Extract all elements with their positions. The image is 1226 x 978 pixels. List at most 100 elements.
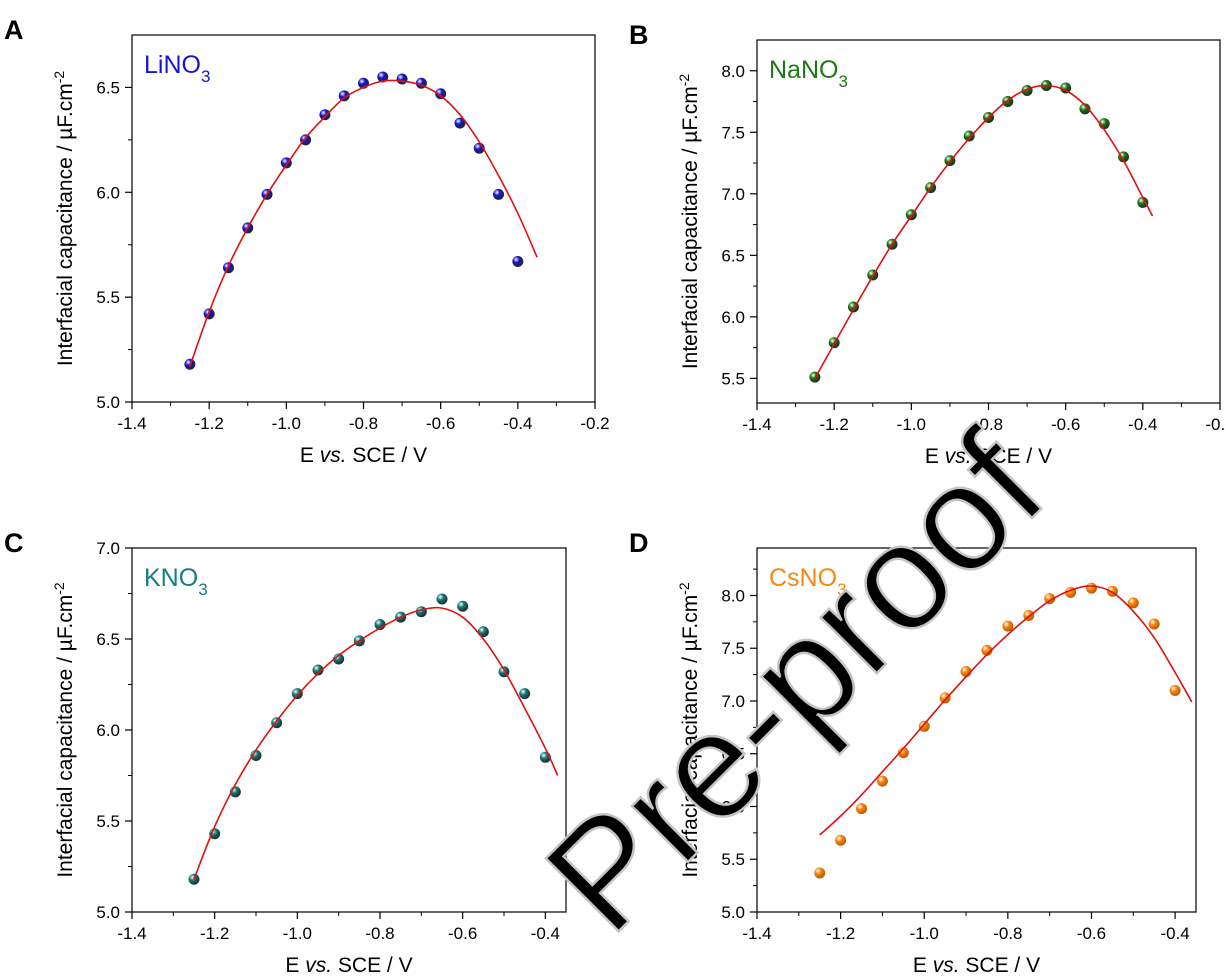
data-point bbox=[963, 130, 975, 142]
data-point bbox=[493, 188, 505, 200]
data-point bbox=[436, 593, 448, 605]
series-label-main: KNO bbox=[144, 564, 198, 592]
x-axis-title: E vs. SCE / V bbox=[300, 444, 427, 467]
data-point bbox=[250, 749, 262, 761]
data-point bbox=[312, 664, 324, 676]
x-axis-title-part: E bbox=[913, 954, 933, 977]
y-tick-label: 7.0 bbox=[96, 539, 120, 558]
y-axis-title: Interfacial capacitance / µF.cm-2 bbox=[676, 582, 702, 878]
data-point bbox=[519, 688, 531, 700]
data-point bbox=[333, 653, 345, 665]
x-axis-title-part: SCE / V bbox=[332, 954, 413, 977]
data-point bbox=[1044, 593, 1056, 605]
x-tick-label: -0.4 bbox=[503, 414, 532, 433]
series-label-sub: 3 bbox=[837, 580, 846, 599]
fit-curve bbox=[193, 606, 559, 880]
x-axis-title: E vs. SCE / V bbox=[913, 954, 1040, 977]
x-tick-label: -0.8 bbox=[974, 415, 1003, 434]
series-label: LiNO3 bbox=[144, 51, 210, 86]
panel-b-chart: -1.4 -1.2 -1.0 -0.8 -0.6 -0.4 -0.2 5.5 6.0 6.5 7.0… bbox=[629, 20, 1226, 468]
plot-frame bbox=[756, 547, 1197, 913]
x-tick-label: -0.2 bbox=[580, 414, 609, 433]
panel-letter: C bbox=[4, 528, 24, 558]
x-tick-label: -1.0 bbox=[272, 414, 301, 433]
data-point bbox=[377, 71, 389, 83]
panel-a-chart: -1.4 -1.2 -1.0 -0.8 -0.6 -0.4 -0.2 5.0 5.5 6.0 6.5… bbox=[4, 15, 610, 467]
x-axis-title-part: SCE / V bbox=[972, 445, 1053, 468]
data-point bbox=[1085, 582, 1097, 594]
y-axis-title-sup: -2 bbox=[51, 582, 67, 595]
x-tick-label: -1.2 bbox=[820, 415, 849, 434]
data-point bbox=[856, 803, 868, 815]
x-axis-title-italic: vs. bbox=[320, 444, 347, 467]
y-tick-label: 7.5 bbox=[721, 123, 745, 142]
x-axis-title-part: E bbox=[925, 445, 945, 468]
series-label-sub: 3 bbox=[838, 72, 847, 91]
y-tick-label: 7.5 bbox=[721, 639, 745, 658]
plot-frame bbox=[131, 34, 596, 403]
series-label-sub: 3 bbox=[201, 67, 210, 86]
x-tick-label: -0.4 bbox=[531, 924, 560, 943]
y-tick-label: 8.0 bbox=[721, 586, 745, 605]
x-tick-label: -0.4 bbox=[1128, 415, 1157, 434]
x-tick-label: -1.4 bbox=[117, 924, 146, 943]
x-tick-label: -1.4 bbox=[742, 924, 771, 943]
x-tick-label: -0.6 bbox=[426, 414, 455, 433]
x-axis-title: E vs. SCE / V bbox=[285, 954, 412, 977]
x-axis-title-part: SCE / V bbox=[960, 954, 1041, 977]
panel-c-chart: -1.4 -1.2 -1.0 -0.8 -0.6 -0.4 5.0 5.5 6.0 6.5 7.0 E… bbox=[4, 528, 567, 977]
x-tick-label: -0.4 bbox=[1160, 924, 1189, 943]
series-label-sub: 3 bbox=[198, 580, 207, 599]
y-axis-title-main: Interfacial capacitance / µF.cm bbox=[679, 595, 702, 878]
y-tick-label: 5.5 bbox=[96, 812, 120, 831]
data-point bbox=[876, 775, 888, 787]
data-point bbox=[1002, 620, 1014, 632]
y-tick-label: 6.0 bbox=[96, 721, 120, 740]
data-point bbox=[435, 88, 447, 100]
y-axis-title: Interfacial capacitance / µF.cm-2 bbox=[51, 582, 77, 878]
y-axis-title-main: Interfacial capacitance / µF.cm bbox=[679, 86, 702, 369]
y-tick-label: 6.5 bbox=[96, 78, 120, 97]
x-tick-label: -1.4 bbox=[742, 415, 771, 434]
y-tick-label: 5.5 bbox=[96, 288, 120, 307]
fit-curve bbox=[819, 585, 1193, 836]
x-tick-label: -0.6 bbox=[1077, 924, 1106, 943]
x-axis-title-part: E bbox=[300, 444, 320, 467]
y-tick-label: 6.5 bbox=[721, 246, 745, 265]
data-point bbox=[338, 90, 350, 102]
y-tick-label: 6.0 bbox=[96, 183, 120, 202]
fit-curve bbox=[814, 84, 1154, 379]
x-axis-title-part: SCE / V bbox=[347, 444, 428, 467]
data-point bbox=[457, 600, 469, 612]
data-point bbox=[918, 720, 930, 732]
data-point bbox=[835, 834, 847, 846]
data-point bbox=[188, 873, 200, 885]
y-tick-label: 5.5 bbox=[721, 850, 745, 869]
y-axis-title: Interfacial capacitance / µF.cm-2 bbox=[676, 74, 702, 370]
x-tick-label: -1.0 bbox=[897, 415, 926, 434]
x-tick-label: -0.8 bbox=[365, 924, 394, 943]
data-point bbox=[1079, 103, 1091, 115]
panel-letter: B bbox=[629, 20, 649, 50]
y-axis-title-sup: -2 bbox=[676, 582, 692, 595]
y-tick-label: 5.5 bbox=[721, 369, 745, 388]
data-point bbox=[319, 109, 331, 121]
y-tick-label: 7.0 bbox=[721, 185, 745, 204]
y-axis-title-main: Interfacial capacitance / µF.cm bbox=[54, 595, 77, 878]
x-tick-label: -1.2 bbox=[826, 924, 855, 943]
x-tick-label: -0.6 bbox=[1051, 415, 1080, 434]
fit-curve bbox=[189, 79, 538, 367]
y-tick-label: 5.0 bbox=[721, 903, 745, 922]
y-tick-label: 6.0 bbox=[721, 797, 745, 816]
data-point bbox=[512, 255, 524, 267]
panel-letter: A bbox=[4, 15, 24, 45]
x-tick-label: -0.8 bbox=[993, 924, 1022, 943]
series-label: CsNO3 bbox=[769, 564, 847, 599]
series-label: NaNO3 bbox=[769, 56, 848, 91]
x-tick-label: -1.4 bbox=[117, 414, 146, 433]
plot-frame bbox=[756, 39, 1221, 404]
data-point bbox=[1148, 618, 1160, 630]
x-axis-title-italic: vs. bbox=[933, 954, 960, 977]
data-point bbox=[981, 644, 993, 656]
